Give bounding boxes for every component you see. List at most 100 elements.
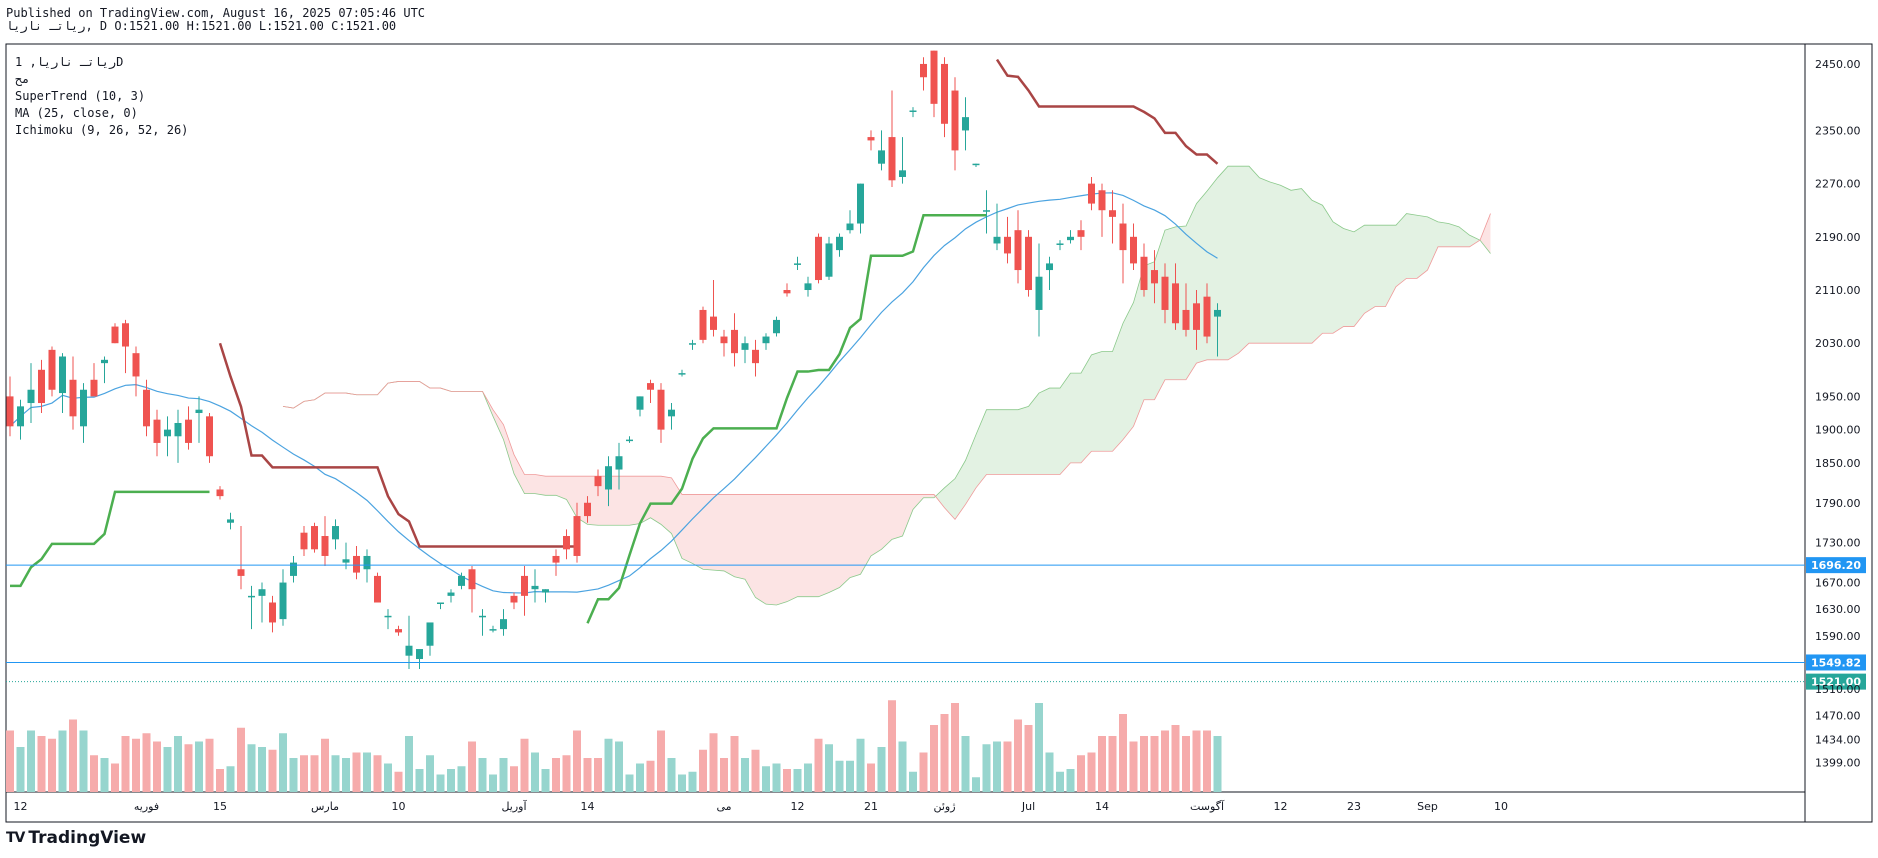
legend-ma[interactable]: MA (25, close, 0): [15, 106, 138, 120]
candle-body: [636, 396, 644, 410]
candle: [1203, 283, 1211, 344]
candle: [69, 356, 77, 430]
volume-bar: [1203, 730, 1211, 792]
candle: [783, 283, 791, 297]
candle: [626, 436, 633, 443]
candle-body: [699, 309, 707, 340]
volume-bar: [331, 755, 340, 792]
candle: [59, 353, 66, 414]
candle: [1182, 283, 1190, 337]
volume-bar: [489, 774, 497, 792]
candle-body: [458, 575, 465, 586]
volume-bar: [982, 744, 991, 792]
cloud-segment: [1175, 226, 1186, 380]
candle: [857, 183, 864, 234]
candle-body: [678, 373, 686, 375]
volume-bar: [163, 747, 172, 792]
candle-body: [710, 316, 717, 330]
volume-bar: [909, 771, 917, 792]
candle: [563, 529, 570, 560]
candle: [174, 409, 182, 463]
tradingview-brand[interactable]: TV TradingView: [6, 828, 146, 848]
candle: [731, 313, 738, 367]
price-tick: 1900.00: [1815, 424, 1861, 437]
time-tick: Jul: [1021, 800, 1035, 813]
candle-body: [1172, 283, 1179, 324]
time-tick: فوریه: [134, 800, 159, 813]
candle-body: [395, 629, 402, 633]
legend-supertrend[interactable]: SuperTrend (10, 3): [15, 89, 146, 103]
candle-body: [1182, 309, 1190, 330]
price-tick: 1630.00: [1815, 603, 1861, 616]
cloud-segment: [629, 476, 640, 526]
volume-bar: [279, 733, 287, 792]
candle-body: [227, 519, 234, 523]
candle-body: [321, 536, 329, 556]
cloud-segment: [1364, 225, 1375, 314]
candle: [542, 589, 549, 603]
time-tick: مارس: [311, 800, 339, 813]
candle: [773, 316, 780, 337]
candle: [594, 469, 602, 497]
candle: [38, 359, 45, 414]
candle-body: [80, 389, 87, 427]
volume-bar: [69, 719, 77, 792]
candle-body: [48, 349, 56, 390]
candle-body: [668, 409, 675, 417]
volume-bar: [541, 769, 550, 792]
candle-body: [17, 406, 24, 427]
cloud-segment: [1070, 373, 1081, 463]
candle-body: [1098, 190, 1106, 211]
cloud-segment: [535, 474, 546, 496]
volume-bar: [667, 758, 676, 792]
price-tick: 1850.00: [1815, 457, 1861, 470]
volume-bar: [100, 758, 109, 792]
candle-body: [888, 137, 896, 181]
cloud-segment: [1018, 406, 1029, 475]
candle: [27, 363, 35, 423]
tradingview-logo-icon: TV: [6, 830, 25, 846]
candle: [237, 526, 245, 590]
candle-body: [1151, 270, 1158, 284]
candle: [48, 346, 56, 397]
volume-bar: [16, 747, 25, 792]
cloud-segment: [1301, 188, 1312, 344]
volume-bar: [153, 741, 161, 792]
candle: [258, 582, 266, 623]
volume-bar: [174, 736, 182, 792]
candle-body: [164, 429, 171, 437]
candle-body: [752, 349, 759, 364]
candle: [1046, 256, 1053, 291]
price-tick: 1950.00: [1815, 390, 1861, 403]
candle: [668, 403, 675, 430]
volume-bar: [741, 758, 749, 792]
candle: [447, 589, 455, 603]
volume-bar: [457, 766, 466, 792]
cloud-segment: [1291, 188, 1302, 344]
candle: [647, 379, 654, 404]
candle-body: [909, 110, 917, 112]
volume-bar: [499, 758, 508, 792]
candle-body: [258, 589, 266, 596]
time-tick: 10: [392, 800, 406, 813]
candle-body: [689, 343, 696, 345]
time-tick: 21: [864, 800, 878, 813]
volume-bar: [37, 736, 46, 792]
legend-ichimoku[interactable]: Ichimoku (9, 26, 52, 26): [15, 123, 189, 137]
candle: [1056, 240, 1064, 251]
candle: [573, 502, 581, 563]
candle-body: [941, 63, 948, 124]
candle: [1098, 183, 1106, 237]
candle-body: [153, 419, 161, 443]
candle-body: [552, 555, 560, 563]
candle-body: [615, 456, 623, 470]
candle-body: [468, 569, 476, 590]
price-label-text: 1696.20: [1811, 559, 1861, 572]
candle-body: [993, 236, 1001, 244]
price-label-box: [1806, 557, 1866, 574]
volume-bar: [1045, 752, 1054, 792]
volume-bar: [342, 758, 350, 792]
candlesticks[interactable]: [6, 50, 1222, 669]
cloud-segment: [1165, 226, 1176, 380]
